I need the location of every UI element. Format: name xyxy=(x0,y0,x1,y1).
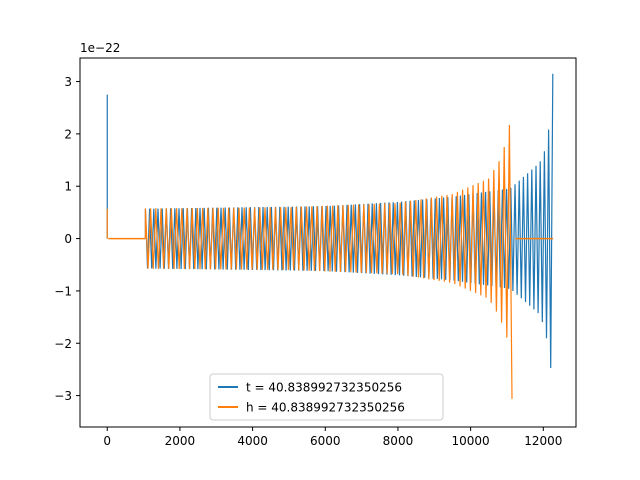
x-tick-label: 4000 xyxy=(237,434,268,448)
x-tick-label: 6000 xyxy=(310,434,341,448)
y-tick-label: 0 xyxy=(64,232,72,246)
x-tick-label: 0 xyxy=(103,434,111,448)
legend-item-2: h = 40.838992732350256 xyxy=(218,401,405,415)
y-tick-label: −2 xyxy=(54,337,72,351)
x-axis: 0 2000 4000 6000 8000 10000 12000 xyxy=(103,427,562,448)
legend-item-1: t = 40.838992732350256 xyxy=(218,381,402,395)
x-tick-label: 8000 xyxy=(383,434,414,448)
x-tick-label: 12000 xyxy=(524,434,562,448)
legend-label: t = 40.838992732350256 xyxy=(246,381,402,395)
series-2 xyxy=(106,125,554,399)
axes-frame xyxy=(79,57,577,428)
y-tick-label: −1 xyxy=(54,284,72,298)
series-2-line xyxy=(106,125,513,399)
y-tick-label: 1 xyxy=(64,180,72,194)
y-tick-label: −3 xyxy=(54,389,72,403)
y-scale-label: 1e−22 xyxy=(80,41,120,55)
x-tick-label: 10000 xyxy=(452,434,490,448)
y-tick-label: 3 xyxy=(64,75,72,89)
y-axis: −3 −2 −1 0 1 2 3 xyxy=(54,75,80,403)
x-tick-label: 2000 xyxy=(165,434,196,448)
plot-area xyxy=(79,57,577,428)
y-tick-label: 2 xyxy=(64,127,72,141)
legend: t = 40.838992732350256 h = 40.83899273235… xyxy=(209,373,444,421)
legend-box xyxy=(209,373,444,421)
series-layer xyxy=(106,73,554,399)
legend-label: h = 40.838992732350256 xyxy=(246,401,405,415)
